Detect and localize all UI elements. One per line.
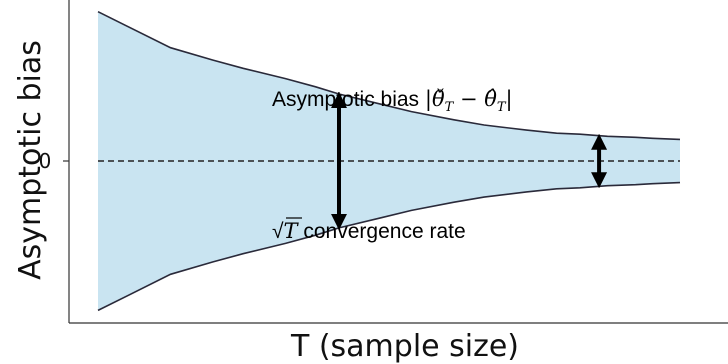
- rate-annotation: √T convergence rate: [272, 219, 466, 243]
- y-axis-title: Asymptotic bias: [13, 40, 48, 280]
- x-axis-title: T (sample size): [290, 329, 519, 364]
- upper-bound-line: [97, 10, 681, 141]
- lower-bound-line: [97, 181, 681, 312]
- y-tick-label-zero: 0: [39, 149, 52, 173]
- bias-annotation: Asymptotic bias |θ̌T − θ̂T|: [272, 87, 513, 115]
